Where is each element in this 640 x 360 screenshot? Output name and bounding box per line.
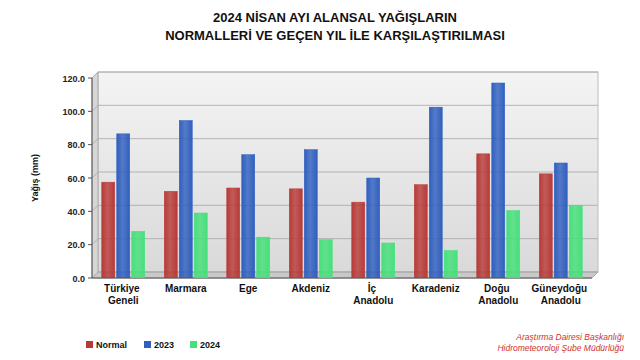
bar [382,243,395,278]
annotation: Araştırma Dairesi Başkanlığı [515,332,624,342]
x-tick-label-line: Anadolu [353,295,393,306]
grid-line [92,172,598,178]
legend-label: Normal [96,340,127,350]
y-tick-label: 0.0 [72,274,85,284]
bar [367,178,380,278]
legend-label: 2024 [200,340,220,350]
bar [257,237,270,278]
y-tick [88,211,92,212]
bar [569,206,582,279]
bar [444,251,457,279]
grid-line [92,139,598,145]
y-tick [88,78,92,79]
y-tick [88,278,92,279]
y-axis [92,78,93,278]
bar [194,213,207,278]
x-tick-label-line: Güneydoğu [532,283,590,294]
y-tick-label: 60.0 [67,174,85,184]
bar [227,188,240,278]
subtitle: NORMALLERİ VE GEÇEN YIL İLE KARŞILAŞTIRI… [165,28,505,43]
bar [554,163,567,278]
bar [164,191,177,278]
bar [429,107,442,278]
bar [319,240,332,278]
x-tick-label: İç Anadolu [353,282,393,306]
y-tick-label: 80.0 [67,140,85,150]
y-tick [88,144,92,145]
chart-svg: 0.0 20.0 40.0 60.0 80.0 100.0 120.0 Türkiye Gen… [0,0,640,360]
bars [102,83,583,278]
title: 2024 NİSAN AYI ALANSAL YAĞIŞLARIN [213,10,457,25]
bar [477,154,490,278]
y-tick [88,244,92,245]
x-tick-label: Güneydoğu Anadolu [532,283,590,306]
x-tick-label-line: Marmara [165,283,207,294]
x-tick-label-line: Doğu [484,283,512,294]
bar [539,174,552,278]
chart-container: 0.0 20.0 40.0 60.0 80.0 100.0 120.0 Türkiye Gen… [0,0,640,360]
y-tick-label: 20.0 [67,240,85,250]
bar [352,202,365,278]
x-tick-label-line: İç [368,282,379,294]
bar [102,182,115,278]
bar [117,134,130,278]
x-tick-label: Ege [239,283,258,294]
x-tick-label-line: Anadolu [478,295,518,306]
grid-line [92,105,598,111]
x-tick-label-line: Ege [239,283,258,294]
bar [179,121,192,279]
y-tick [88,178,92,179]
bar [492,83,505,278]
x-tick-label-line: Karadeniz [412,283,460,294]
legend-swatch [86,341,93,348]
x-tick-label: Akdeniz [292,283,330,294]
bar [132,231,145,278]
y-tick-label: 40.0 [67,207,85,217]
x-tick-label: Doğu Anadolu [478,283,518,306]
x-tick-label-line: Türkiye [104,283,142,294]
y-tick-label: 100.0 [62,107,85,117]
bar [304,150,317,278]
bar [289,189,302,278]
x-tick-label-line: Akdeniz [292,283,330,294]
legend-swatch [190,341,197,348]
bar [414,185,427,278]
y-axis-label: Yağış (mm) [30,154,40,202]
x-tick-label-line: Geneli [108,295,139,306]
legend-swatch [144,341,151,348]
grid-line [92,72,598,78]
annotation: Hidrometeoroloji Şube Müdürlüğü [497,343,624,353]
bar [242,155,255,278]
bar [507,211,520,279]
x-tick-label: Marmara [165,283,207,294]
x-tick-label: Karadeniz [412,283,460,294]
x-tick-label: Türkiye Geneli [104,283,142,306]
legend-label: 2023 [154,340,174,350]
y-tick [88,111,92,112]
y-tick-label: 120.0 [62,74,85,84]
x-tick-label-line: Anadolu [541,295,581,306]
